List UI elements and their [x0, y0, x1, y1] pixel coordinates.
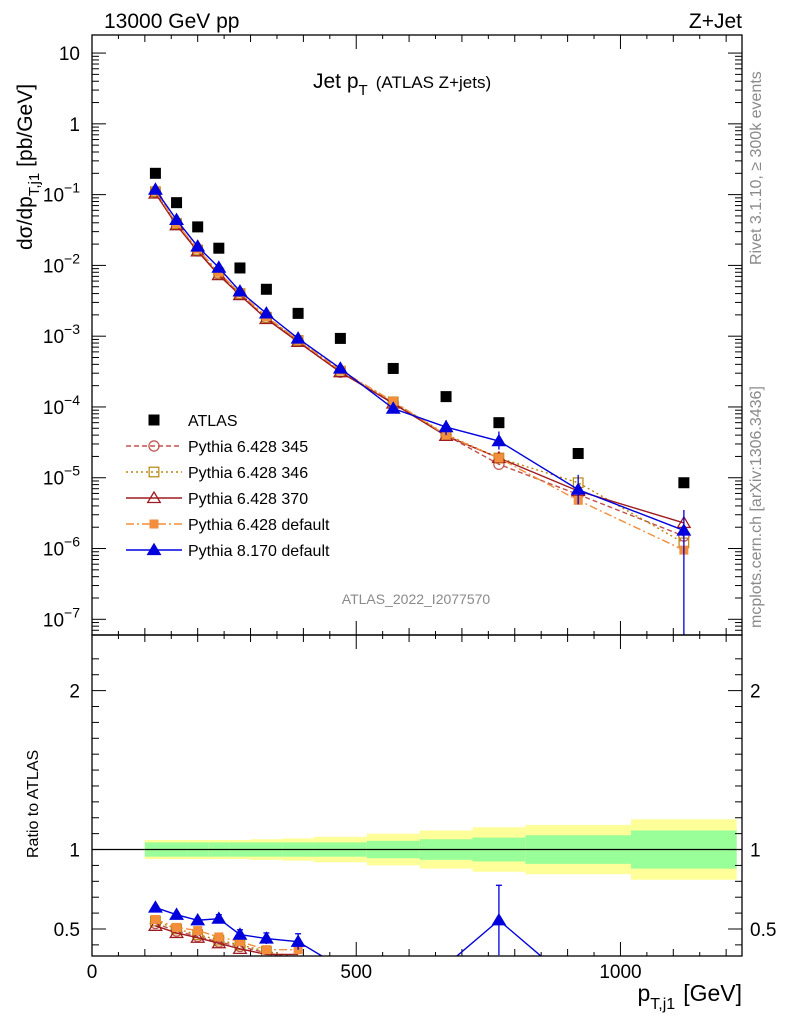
data-point: [493, 417, 505, 429]
top-y-axis-label: dσ/dpT,j1[pb/GeV]: [14, 84, 43, 250]
data-point: [192, 221, 204, 233]
x-tick-label: 500: [340, 962, 372, 983]
y-tick-label: 10−2: [43, 250, 80, 277]
tick-labels: 0 500 1000 10 1 10−1 10−2 10−3 10−4 10−5 10−6 10−7 0…: [43, 44, 777, 983]
y-tick-label: 10−6: [43, 534, 80, 561]
legend-label: Pythia 6.428 345: [188, 439, 308, 456]
data-point: [171, 197, 183, 209]
legend-marker: [146, 490, 162, 504]
x-axis-label: pT,j1 [GeV]: [637, 980, 742, 1013]
rivet-label: Rivet 3.1.10, ≥ 300k events: [748, 71, 765, 265]
data-point: [213, 242, 225, 254]
y-tick-label: 10−1: [43, 180, 80, 207]
legend-label: Pythia 6.428 346: [188, 465, 308, 482]
y-tick-label: 10−5: [43, 463, 80, 490]
header-left: 13000 GeV pp: [104, 10, 239, 33]
data-point: [149, 167, 161, 179]
data-point: [211, 260, 227, 273]
mcplots-label: mcplots.cern.ch [arXiv:1306.3436]: [748, 386, 765, 628]
ratio-point: [261, 945, 271, 955]
ratio-point: [169, 907, 185, 920]
series-line: [154, 191, 685, 537]
ratio-point: [147, 900, 163, 913]
legend-marker: [146, 542, 162, 556]
y-tick-label: 10−3: [43, 321, 80, 348]
x-tick-label: 1000: [599, 962, 641, 983]
ratio-point: [214, 932, 224, 942]
y-tick-label: 1: [69, 115, 80, 136]
data-point: [332, 361, 348, 374]
x-tick-label: 0: [87, 962, 98, 983]
ratio-y-axis-label: Ratio to ATLAS: [25, 750, 42, 858]
ratio-y-tick-label: 1: [69, 841, 80, 862]
data-point: [260, 283, 272, 295]
legend-label: Pythia 6.428 370: [188, 491, 308, 508]
data-point: [334, 332, 346, 344]
legend-label: Pythia 8.170 default: [188, 543, 330, 560]
data-point: [232, 284, 248, 297]
legend-marker: [148, 440, 160, 452]
y-tick-label: 10−4: [43, 392, 80, 419]
ratio-y-tick-label: 2: [750, 682, 761, 703]
data-point: [290, 331, 306, 344]
legend-marker: [149, 519, 159, 529]
ratio-y-tick-label: 0.5: [750, 920, 776, 941]
legend-marker: [148, 414, 160, 426]
ratio-series: [147, 884, 542, 956]
legend-label: ATLAS: [188, 413, 238, 430]
ratio-point: [150, 914, 160, 924]
data-point: [190, 239, 206, 252]
data-point: [292, 307, 304, 319]
data-point: [234, 262, 246, 274]
ratio-y-tick-label: 1: [750, 841, 761, 862]
ratio-point: [232, 941, 248, 954]
data-point: [440, 391, 452, 403]
ratio-series-line: [155, 906, 542, 956]
legend-marker: [148, 466, 160, 478]
plot-title: Jet pT (ATLAS Z+jets): [313, 70, 491, 99]
main-series: [147, 167, 692, 635]
y-tick-label: 10: [59, 44, 80, 65]
data-point: [678, 477, 690, 489]
ratio-y-tick-label: 0.5: [54, 920, 80, 941]
data-point: [147, 182, 163, 195]
ratio-point: [190, 912, 206, 926]
ratio-point: [235, 937, 245, 947]
header-right: Z+Jet: [689, 10, 742, 33]
data-point: [258, 306, 274, 319]
analysis-id: ATLAS_2022_I2077570: [342, 591, 491, 607]
ratio-panel-frame: [91, 634, 743, 957]
ratio-point: [172, 922, 182, 932]
axis-ticks: [91, 35, 742, 956]
ratio-point: [169, 925, 185, 939]
y-tick-label: 10−7: [43, 604, 80, 631]
data-point: [387, 362, 399, 374]
ratio-y-tick-label: 2: [69, 682, 80, 703]
ratio-point: [147, 918, 163, 931]
ratio-point: [193, 926, 203, 936]
ratio-band: [92, 819, 742, 880]
data-point: [169, 212, 185, 226]
data-point: [572, 448, 584, 460]
data-point: [385, 401, 401, 414]
legend: ATLAS Pythia 6.428 345 Pythia 6.428 346 Pyt…: [126, 413, 330, 560]
ratio-series-line: [155, 925, 299, 956]
ratio-point: [190, 930, 206, 943]
ratio-point: [211, 936, 227, 949]
data-point: [494, 453, 504, 463]
legend-label: Pythia 6.428 default: [188, 517, 330, 534]
